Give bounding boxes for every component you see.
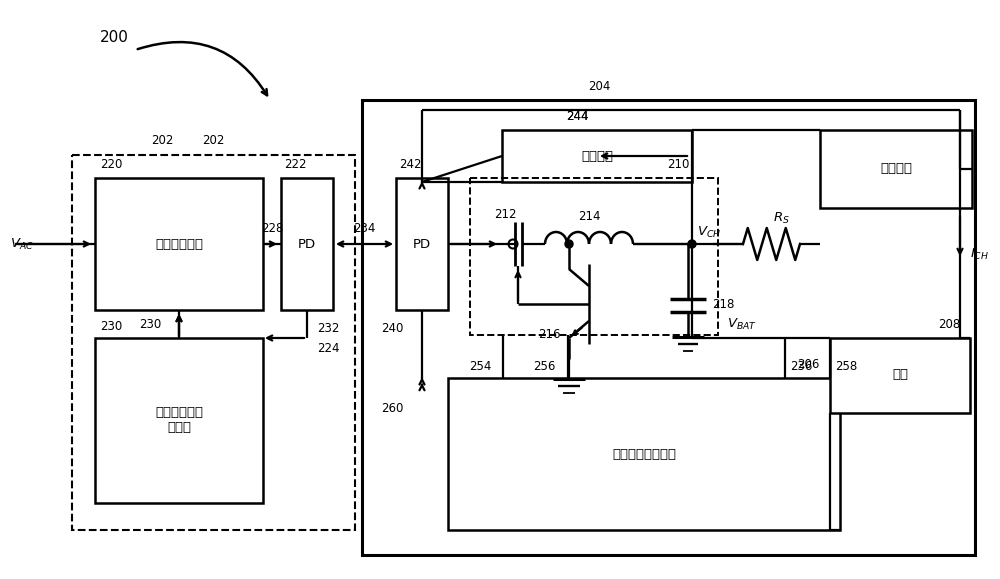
Bar <box>396 178 448 310</box>
Bar <box>95 178 263 310</box>
Text: 210: 210 <box>667 159 689 171</box>
Text: 230: 230 <box>139 317 161 331</box>
Text: 电能转换电路: 电能转换电路 <box>155 237 203 251</box>
Text: 电池: 电池 <box>892 368 908 382</box>
Bar <box>281 178 333 310</box>
Text: 218: 218 <box>712 299 734 312</box>
Text: 224: 224 <box>317 342 340 354</box>
Text: 244: 244 <box>566 111 588 123</box>
Text: 254: 254 <box>469 360 491 372</box>
Text: 222: 222 <box>284 159 306 171</box>
Text: 适配器端的控
制电路: 适配器端的控 制电路 <box>155 406 203 434</box>
Text: 234: 234 <box>353 222 375 234</box>
Text: 244: 244 <box>566 109 588 123</box>
Text: 230: 230 <box>100 320 122 332</box>
Text: 212: 212 <box>494 207 516 221</box>
Bar <box>95 338 263 503</box>
Text: 216: 216 <box>538 328 561 340</box>
Text: PD: PD <box>413 237 431 251</box>
Circle shape <box>688 240 696 248</box>
Text: 主机端的控制电路: 主机端的控制电路 <box>612 448 676 460</box>
Text: 256: 256 <box>534 360 556 372</box>
Text: $V_{CH}$: $V_{CH}$ <box>697 225 721 240</box>
Bar <box>72 155 355 530</box>
Bar <box>502 130 692 182</box>
Text: $R_{S}$: $R_{S}$ <box>773 210 789 226</box>
Text: 202: 202 <box>151 134 173 148</box>
Circle shape <box>565 240 573 248</box>
Text: 258: 258 <box>835 360 857 372</box>
Text: 206: 206 <box>798 357 820 371</box>
Text: 228: 228 <box>261 222 283 234</box>
Bar <box>470 178 718 335</box>
Text: 202: 202 <box>202 134 224 148</box>
Text: 240: 240 <box>382 321 404 335</box>
Bar <box>448 378 840 530</box>
Text: 系统电路: 系统电路 <box>880 163 912 175</box>
Text: 200: 200 <box>100 30 129 45</box>
Text: 232: 232 <box>317 321 339 335</box>
Text: 214: 214 <box>578 210 600 222</box>
Text: 直通通路: 直通通路 <box>581 149 613 163</box>
Bar <box>820 130 972 208</box>
Bar <box>362 100 975 555</box>
Text: $I_{CH}$: $I_{CH}$ <box>970 247 989 262</box>
Text: PD: PD <box>298 237 316 251</box>
Text: 220: 220 <box>100 159 122 171</box>
Text: $V_{BAT}$: $V_{BAT}$ <box>727 317 757 332</box>
Text: $V_{AC}$: $V_{AC}$ <box>10 236 34 251</box>
Text: 208: 208 <box>938 318 960 332</box>
Text: 242: 242 <box>399 159 422 171</box>
Bar <box>830 338 970 413</box>
Text: 260: 260 <box>382 401 404 415</box>
Text: 236: 236 <box>790 360 812 372</box>
Text: 204: 204 <box>588 79 610 93</box>
